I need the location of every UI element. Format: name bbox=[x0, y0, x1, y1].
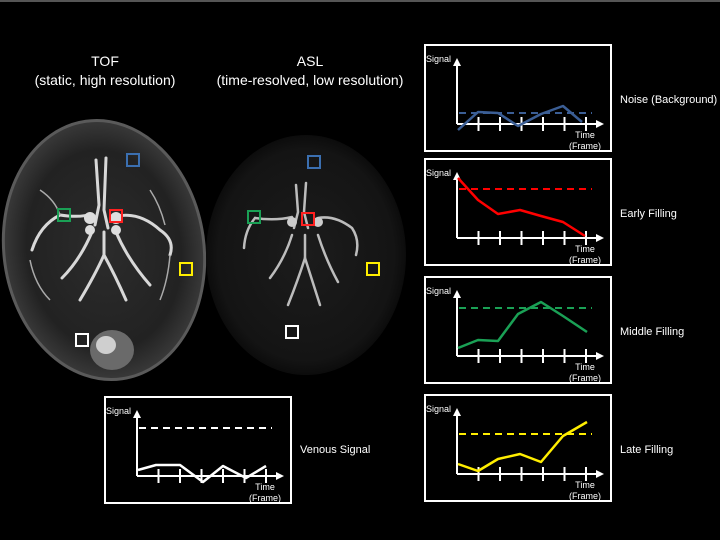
late-x-arrow bbox=[596, 470, 604, 478]
roi-yellow-tof bbox=[179, 262, 193, 276]
asl-title-line1: ASL bbox=[296, 53, 324, 69]
venous-signal-curve bbox=[137, 463, 267, 484]
noise-frame-text: (Frame) bbox=[569, 141, 601, 151]
venous-x-arrow bbox=[276, 472, 284, 480]
middle-time-label: Time (Frame) bbox=[560, 362, 610, 384]
noise-signal-label: Signal bbox=[426, 54, 452, 64]
noise-time-text: Time bbox=[575, 130, 595, 140]
middle-x-arrow bbox=[596, 352, 604, 360]
middle-y-arrow bbox=[453, 290, 461, 298]
tof-title: TOF (static, high resolution) bbox=[20, 52, 190, 90]
venous-y-arrow bbox=[133, 410, 141, 418]
noise-panel-label: Noise (Background) bbox=[620, 94, 718, 106]
top-border-line bbox=[0, 0, 720, 2]
venous-frame-text: (Frame) bbox=[249, 493, 281, 503]
late-y-arrow bbox=[453, 408, 461, 416]
tof-title-line1: TOF bbox=[91, 53, 119, 69]
early-x-arrow bbox=[596, 234, 604, 242]
roi-red-asl bbox=[301, 212, 315, 226]
middle-panel-label: Middle Filling bbox=[620, 326, 685, 338]
noise-x-arrow bbox=[596, 120, 604, 128]
venous-panel-label: Venous Signal bbox=[300, 444, 371, 456]
middle-signal-curve bbox=[457, 300, 588, 350]
asl-brain-image bbox=[206, 135, 406, 375]
late-time-label: Time (Frame) bbox=[560, 480, 610, 502]
venous-time-text: Time bbox=[255, 482, 275, 492]
venous-time-label: Time (Frame) bbox=[240, 482, 290, 504]
noise-y-arrow bbox=[453, 58, 461, 66]
roi-yellow-asl bbox=[366, 262, 380, 276]
venous-signal-label: Signal bbox=[106, 406, 132, 416]
tof-title-line2: (static, high resolution) bbox=[34, 72, 176, 88]
panel-venous bbox=[104, 396, 292, 504]
early-signal-curve bbox=[457, 177, 586, 238]
roi-blue-asl bbox=[307, 155, 321, 169]
late-signal-curve bbox=[457, 420, 588, 473]
late-time-text: Time bbox=[575, 480, 595, 490]
roi-white-asl bbox=[285, 325, 299, 339]
early-time-label: Time (Frame) bbox=[560, 244, 610, 266]
tof-brain-image bbox=[1, 119, 207, 381]
roi-blue-tof bbox=[126, 153, 140, 167]
noise-signal-curve bbox=[457, 104, 583, 131]
asl-title-line2: (time-resolved, low resolution) bbox=[216, 72, 404, 88]
middle-signal-label: Signal bbox=[426, 286, 452, 296]
early-time-text: Time bbox=[575, 244, 595, 254]
early-panel-label: Early Filling bbox=[620, 208, 677, 220]
roi-green-asl bbox=[247, 210, 261, 224]
early-frame-text: (Frame) bbox=[569, 255, 601, 265]
noise-time-label: Time (Frame) bbox=[560, 130, 610, 152]
middle-time-text: Time bbox=[575, 362, 595, 372]
late-panel-label: Late Filling bbox=[620, 444, 674, 456]
late-signal-label: Signal bbox=[426, 404, 452, 414]
roi-green-tof bbox=[57, 208, 71, 222]
early-signal-label: Signal bbox=[426, 168, 452, 178]
roi-red-tof bbox=[109, 209, 123, 223]
late-frame-text: (Frame) bbox=[569, 491, 601, 501]
roi-white-tof bbox=[75, 333, 89, 347]
asl-title: ASL (time-resolved, low resolution) bbox=[200, 52, 420, 90]
middle-frame-text: (Frame) bbox=[569, 373, 601, 383]
